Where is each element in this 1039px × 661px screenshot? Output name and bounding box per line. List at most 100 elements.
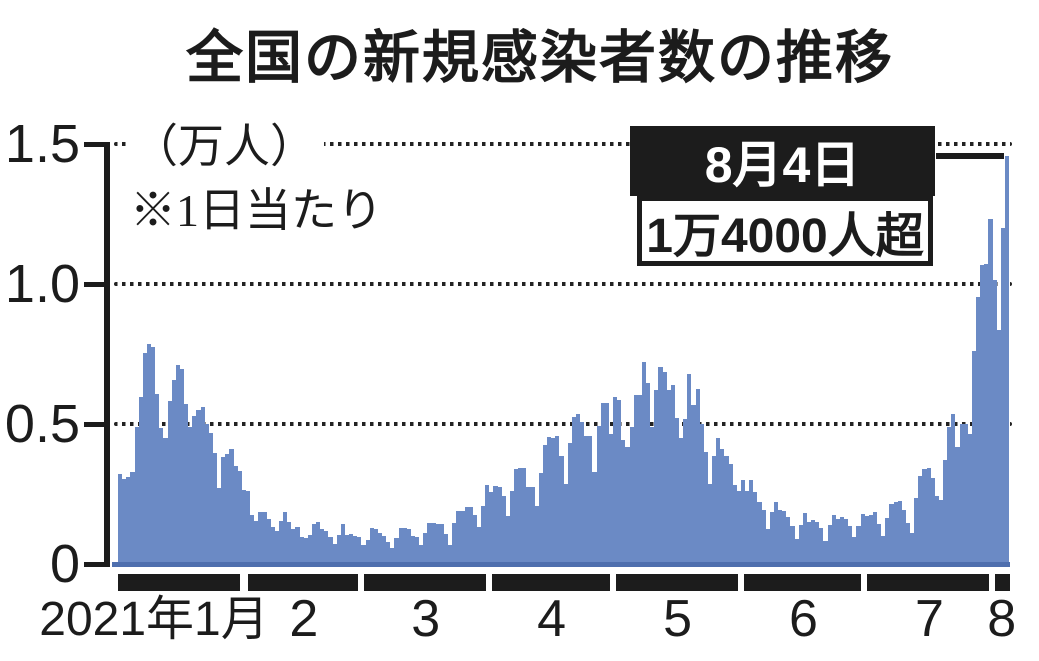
bar xyxy=(456,511,461,565)
bar xyxy=(666,389,671,565)
bar xyxy=(765,529,770,565)
bar xyxy=(283,512,288,565)
bar xyxy=(258,512,263,565)
bar xyxy=(415,537,420,565)
y-tick-label-1.5: 1.5 xyxy=(4,114,80,174)
bar xyxy=(146,344,151,565)
bar xyxy=(806,521,811,565)
bar xyxy=(885,518,890,565)
bar xyxy=(872,512,877,565)
bar xyxy=(468,507,473,565)
bar xyxy=(307,534,312,565)
bar xyxy=(749,479,754,565)
bar xyxy=(773,502,778,565)
bar xyxy=(905,522,910,565)
bar xyxy=(254,520,259,565)
bar xyxy=(877,523,882,565)
bar xyxy=(658,367,663,565)
bar xyxy=(778,509,783,565)
bar xyxy=(122,479,127,565)
month-block-3 xyxy=(363,574,486,591)
bar xyxy=(514,468,519,565)
bar xyxy=(943,459,948,565)
bar xyxy=(674,418,679,565)
bar xyxy=(427,523,432,565)
bar xyxy=(600,402,605,565)
bar xyxy=(439,523,444,565)
bar xyxy=(311,524,316,565)
bar xyxy=(955,446,960,565)
month-block-2021年1月 xyxy=(118,574,241,591)
bar xyxy=(448,545,453,565)
bar xyxy=(303,537,308,565)
bar xyxy=(604,402,609,565)
bar xyxy=(897,501,902,565)
bar xyxy=(934,496,939,565)
bar xyxy=(724,455,729,565)
bar xyxy=(683,418,688,565)
bar xyxy=(435,524,440,565)
bar-series xyxy=(118,145,1010,565)
bar xyxy=(497,487,502,565)
bar xyxy=(336,534,341,565)
bar xyxy=(126,477,131,565)
y-tick-0.5 xyxy=(84,422,110,427)
bar xyxy=(217,487,222,565)
bar xyxy=(930,478,935,565)
bar xyxy=(167,400,172,565)
bar xyxy=(571,416,576,565)
month-block-7 xyxy=(867,574,990,591)
bar xyxy=(208,432,213,565)
bar xyxy=(118,474,123,565)
bar xyxy=(621,439,626,565)
month-label-2021年1月: 2021年1月 xyxy=(39,593,269,646)
bar xyxy=(179,368,184,565)
bar xyxy=(386,542,391,565)
bar xyxy=(382,535,387,565)
bar xyxy=(423,533,428,565)
bar xyxy=(328,536,333,565)
month-label-6: 6 xyxy=(789,590,818,648)
bar xyxy=(225,453,230,565)
bar xyxy=(769,512,774,565)
bar xyxy=(155,394,160,565)
bar xyxy=(654,390,659,565)
bar xyxy=(530,487,535,565)
bar xyxy=(485,485,490,565)
bar xyxy=(344,534,349,565)
bar xyxy=(679,437,684,565)
bar xyxy=(992,279,997,565)
bar xyxy=(332,544,337,565)
bar xyxy=(901,510,906,565)
month-label-3: 3 xyxy=(411,590,441,648)
bar xyxy=(212,453,217,565)
bar xyxy=(963,424,968,565)
bar xyxy=(637,395,642,565)
bar xyxy=(278,521,283,565)
bar xyxy=(402,528,407,565)
bar xyxy=(819,528,824,565)
bar xyxy=(221,457,226,565)
y-axis-line xyxy=(104,142,110,567)
bar xyxy=(798,525,803,565)
bar xyxy=(522,468,527,565)
bar xyxy=(988,219,993,565)
bar xyxy=(794,538,799,565)
gridline-1.0 xyxy=(114,282,1012,286)
y-tick-label-0.5: 0.5 xyxy=(4,394,80,454)
bar xyxy=(142,353,147,565)
bar xyxy=(596,425,601,565)
bar xyxy=(633,395,638,565)
bar xyxy=(1000,228,1005,565)
bar xyxy=(629,426,634,565)
bar xyxy=(736,490,741,565)
bar xyxy=(270,526,275,565)
bar xyxy=(613,397,618,565)
bar xyxy=(976,296,981,565)
month-label-7: 7 xyxy=(915,590,944,648)
bar xyxy=(868,515,873,565)
bar xyxy=(910,532,915,565)
y-tick-0 xyxy=(84,562,110,567)
bar xyxy=(196,409,201,565)
